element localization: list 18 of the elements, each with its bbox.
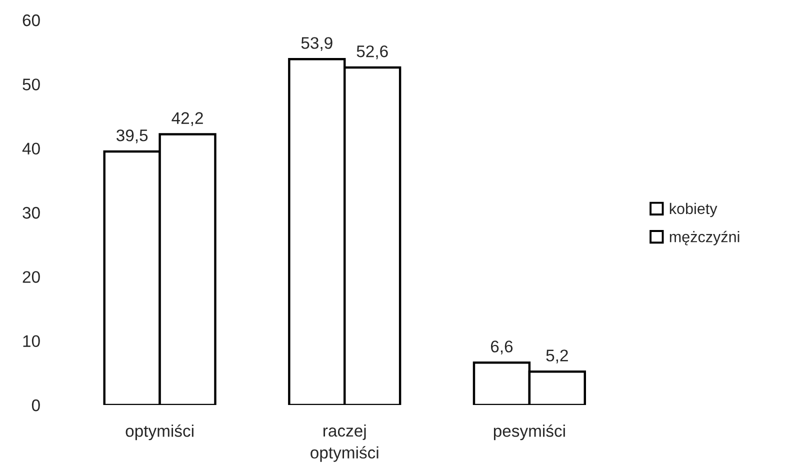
x-tick-label: raczej optymiści [310,424,378,462]
y-tick-label: 30 [22,206,40,219]
data-label: 42,2 [172,112,203,126]
y-tick-label: 50 [22,78,40,90]
data-label: 39,5 [116,130,148,144]
data-label: 52,6 [356,45,388,60]
y-tick-label: 10 [23,335,40,348]
x-tick-label: optymiści [126,424,194,440]
legend-label: kobiety [670,202,718,218]
data-label: 6,6 [490,340,513,354]
data-label: 53,9 [301,37,332,51]
x-tick-label: pesymiści [494,424,565,440]
y-tick-label: 40 [22,142,40,155]
y-tick-label: 20 [22,271,40,283]
data-label: 5,2 [546,350,568,364]
legend-label: mężczyźni [670,230,740,246]
y-tick-label: 0 [32,399,40,412]
y-tick-label: 60 [22,14,40,26]
